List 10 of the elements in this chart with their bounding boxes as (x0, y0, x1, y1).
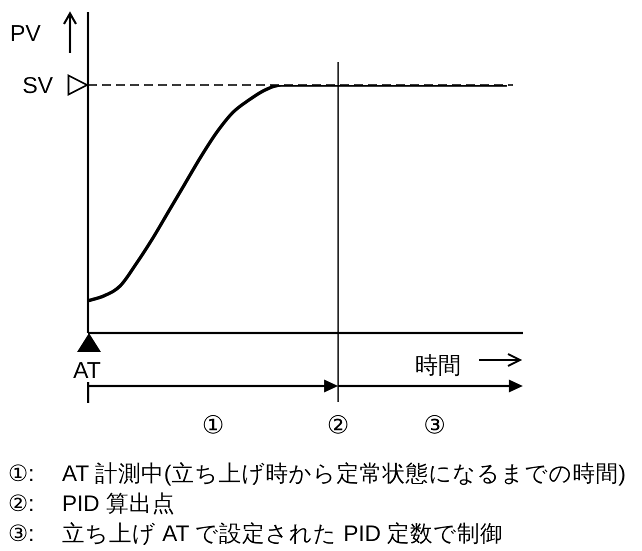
x-axis-title: 時間 (415, 352, 461, 378)
ref-line-label: SV (22, 72, 53, 98)
text: ① (202, 412, 224, 440)
y-axis-title: PV (10, 20, 41, 46)
text: ② (326, 412, 350, 440)
text: ③: 立ち上げ AT で設定された PID 定数で制御 (8, 521, 504, 546)
text: AT (73, 356, 101, 384)
text: ①: AT 計測中(立ち上げ時から定常状態になるまでの時間) (8, 461, 626, 486)
text: ②: PID 算出点 (8, 491, 175, 516)
text: ③ (423, 412, 446, 440)
